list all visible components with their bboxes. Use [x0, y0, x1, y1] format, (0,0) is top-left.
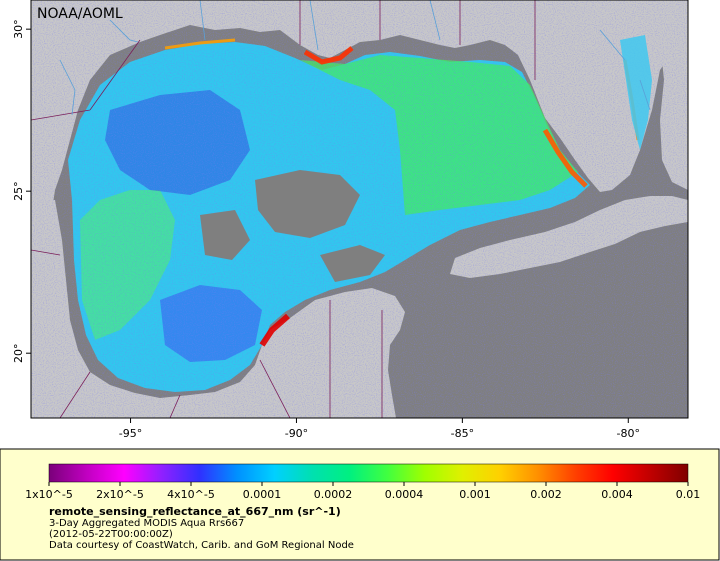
coastal-high-reflectance-fl — [542, 128, 588, 188]
nodata-patch-3 — [320, 245, 385, 282]
river-lines — [59, 0, 651, 116]
y-tick-label: 30° — [12, 19, 25, 38]
legend-line1: 3-Day Aggregated MODIS Aqua Rrs667 — [49, 518, 244, 529]
y-tick-label: 20° — [12, 343, 25, 363]
colorbar-ticks: 1x10^-5 2x10^-5 4x10^-5 0.0001 0.0002 0.0004 0… — [25, 482, 700, 501]
colorbar-tick-label: 0.0002 — [314, 488, 353, 501]
coastal-high-reflectance-tx — [164, 38, 236, 50]
map-frame — [30, 0, 689, 419]
colorbar-tick-label: 0.01 — [676, 488, 701, 501]
colorbar-tick-label: 0.002 — [530, 488, 562, 501]
x-tick-label: -85° — [451, 427, 474, 440]
colorbar-tick-label: 2x10^-5 — [96, 488, 144, 501]
colorbar-tick-label: 0.004 — [601, 488, 633, 501]
colorbar-tick-label: 0.001 — [459, 488, 491, 501]
colorbar-tick-label: 1x10^-5 — [25, 488, 73, 501]
nodata-patch — [255, 170, 360, 238]
x-tick-label: -95° — [119, 427, 142, 440]
coastal-high-reflectance-la — [303, 46, 354, 65]
legend-line3: Data courtesy of CoastWatch, Carib. and … — [49, 540, 354, 551]
legend-panel: 1x10^-5 2x10^-5 4x10^-5 0.0001 0.0002 0.0004 0… — [0, 448, 720, 561]
state-border-lines — [31, 0, 536, 418]
legend-variable: remote_sensing_reflectance_at_667_nm (sr… — [49, 505, 341, 518]
colorbar-tick-label: 0.0004 — [385, 488, 424, 501]
x-axis: -95° -90° -85° -80° — [119, 418, 640, 440]
coastal-high-reflectance-campeche — [259, 313, 290, 347]
colorbar-tick-label: 0.0001 — [243, 488, 282, 501]
speckle-overlay — [31, 0, 688, 418]
nodata-patch-2 — [200, 210, 250, 260]
colorbar-tick-label: 4x10^-5 — [167, 488, 215, 501]
credit-label: NOAA/AOML — [37, 6, 123, 22]
legend-line2: (2012-05-22T00:00:00Z) — [49, 529, 173, 540]
colorbar — [48, 463, 689, 483]
y-tick-label: 25° — [12, 181, 25, 201]
atlantic-strip-reflectance — [620, 35, 652, 150]
x-tick-label: -90° — [285, 427, 308, 440]
y-axis: 30° 25° 20° — [12, 19, 31, 363]
x-tick-label: -80° — [617, 427, 640, 440]
map-area — [31, 0, 688, 418]
